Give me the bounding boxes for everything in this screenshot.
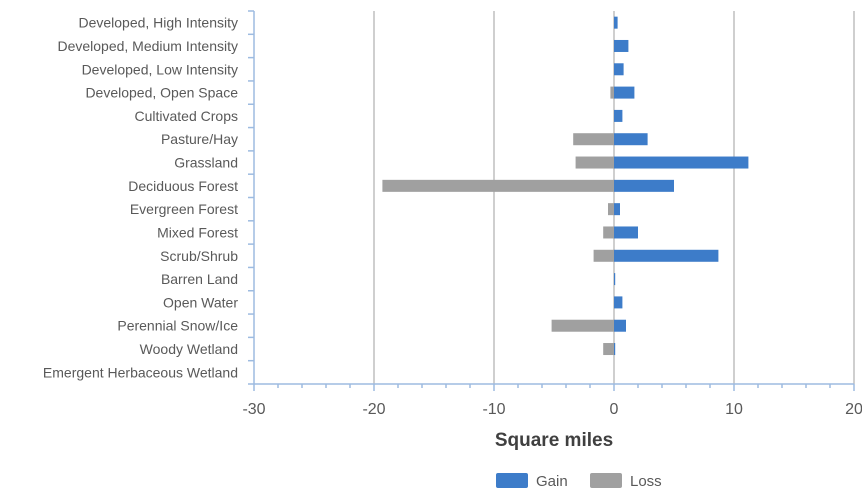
loss-bar <box>610 86 614 99</box>
x-tick-label: -30 <box>242 401 265 418</box>
gain-legend-label: Gain <box>536 473 568 490</box>
category-label: Developed, Medium Intensity <box>57 38 238 54</box>
gain-bar <box>614 319 626 332</box>
category-label: Cultivated Crops <box>135 108 239 124</box>
gain-legend-swatch <box>496 473 528 488</box>
x-tick-label: -20 <box>362 401 385 418</box>
gain-bar <box>614 16 618 29</box>
gain-bar <box>614 133 648 146</box>
category-label: Developed, Open Space <box>85 85 238 101</box>
loss-bar <box>593 249 614 262</box>
loss-bar <box>575 156 614 169</box>
x-tick-label: 10 <box>725 401 743 418</box>
category-label: Emergent Herbaceous Wetland <box>43 364 238 380</box>
category-label: Scrub/Shrub <box>160 248 238 264</box>
category-label: Mixed Forest <box>157 224 238 240</box>
x-tick-label: 20 <box>845 401 862 418</box>
x-tick-labels: -30 -20 -10 0 10 20 <box>242 401 862 418</box>
category-label: Pasture/Hay <box>161 131 238 147</box>
gain-bar <box>614 203 620 216</box>
x-tick-label: 0 <box>610 401 619 418</box>
axes <box>248 10 855 391</box>
category-label: Developed, High Intensity <box>78 15 238 31</box>
gain-bar <box>614 273 616 286</box>
gain-bar <box>614 39 629 52</box>
loss-bar <box>608 203 614 216</box>
loss-bar <box>573 133 614 146</box>
category-labels: Developed, High Intensity Developed, Medi… <box>43 15 238 381</box>
legend: Gain Loss <box>496 473 662 490</box>
loss-bar <box>551 319 614 332</box>
category-label: Perennial Snow/Ice <box>117 318 238 334</box>
gain-bar <box>614 179 674 192</box>
gain-bar <box>614 249 719 262</box>
loss-bar <box>382 179 614 192</box>
category-label: Grassland <box>174 155 238 171</box>
category-label: Evergreen Forest <box>130 201 238 217</box>
loss-legend-swatch <box>590 473 622 488</box>
loss-bar <box>603 343 614 356</box>
gain-bar <box>614 63 624 76</box>
gain-bar <box>614 109 623 122</box>
category-label: Woody Wetland <box>140 341 238 357</box>
bars <box>382 16 749 356</box>
loss-bar <box>603 226 614 239</box>
category-label: Developed, Low Intensity <box>82 61 238 77</box>
gain-bar <box>614 226 638 239</box>
category-label: Open Water <box>163 294 238 310</box>
loss-legend-label: Loss <box>630 473 662 490</box>
gain-bar <box>614 343 616 356</box>
gain-bar <box>614 156 749 169</box>
category-label: Deciduous Forest <box>128 178 238 194</box>
gain-bar <box>614 296 623 309</box>
x-axis-title: Square miles <box>495 430 613 451</box>
category-label: Barren Land <box>161 271 238 287</box>
x-tick-label: -10 <box>482 401 505 418</box>
gain-bar <box>614 86 635 99</box>
